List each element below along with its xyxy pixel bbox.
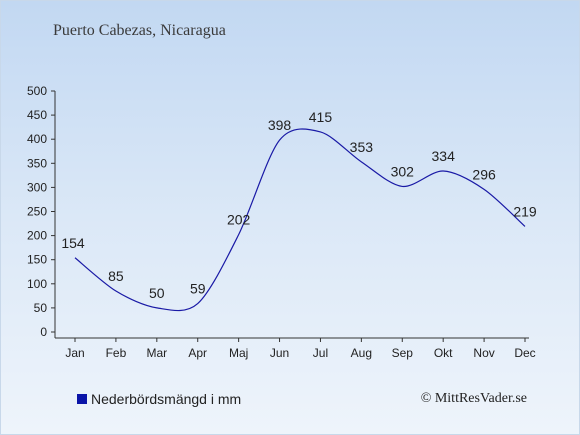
x-tick-label: Mar — [146, 346, 167, 360]
legend: Nederbördsmängd i mm — [77, 391, 241, 407]
y-tick-label: 50 — [34, 301, 48, 315]
x-tick-label: Jun — [270, 346, 289, 360]
axes: 0 50 100 150 200 250 300 350 400 450 500 Jan Feb Mar A… — [27, 84, 536, 360]
x-tick-label: Sep — [392, 346, 414, 360]
x-tick-label: Dec — [514, 346, 535, 360]
x-tick-label: Jan — [65, 346, 84, 360]
y-tick-label: 150 — [27, 253, 47, 267]
data-label: 154 — [61, 235, 85, 251]
data-label: 415 — [309, 109, 333, 125]
data-label: 219 — [513, 203, 537, 219]
series-line — [74, 128, 526, 312]
x-tick-label: Okt — [434, 346, 453, 360]
y-tick-label: 100 — [27, 277, 47, 291]
data-label: 302 — [391, 163, 415, 179]
y-tick-label: 300 — [27, 180, 47, 194]
copyright-text: © MittResVader.se — [420, 391, 527, 406]
y-tick-label: 250 — [27, 205, 47, 219]
data-label: 296 — [472, 166, 496, 182]
y-tick-label: 450 — [27, 108, 47, 122]
data-labels: 154 85 50 59 202 398 415 353 302 334 296 219 — [61, 109, 537, 301]
y-tick-label: 0 — [40, 325, 47, 339]
chart-title: Puerto Cabezas, Nicaragua — [53, 22, 226, 39]
x-tick-label: Nov — [473, 346, 494, 360]
data-label: 50 — [149, 285, 165, 301]
x-tick-label: Maj — [229, 346, 248, 360]
data-label: 398 — [268, 117, 292, 133]
y-tick-label: 350 — [27, 156, 47, 170]
x-tick-label: Jul — [313, 346, 328, 360]
data-label: 353 — [350, 139, 374, 155]
x-tick-label: Apr — [188, 346, 207, 360]
x-tick-label: Aug — [351, 346, 372, 360]
legend-label: Nederbördsmängd i mm — [91, 391, 242, 407]
series-layer — [74, 128, 526, 312]
data-label: 202 — [227, 212, 251, 228]
data-label: 85 — [108, 268, 124, 284]
legend-swatch — [77, 394, 87, 404]
y-tick-label: 500 — [27, 84, 47, 98]
data-label: 334 — [432, 148, 456, 164]
y-tick-label: 400 — [27, 132, 47, 146]
x-tick-label: Feb — [106, 346, 127, 360]
y-tick-label: 200 — [27, 229, 47, 243]
data-label: 59 — [190, 281, 206, 297]
